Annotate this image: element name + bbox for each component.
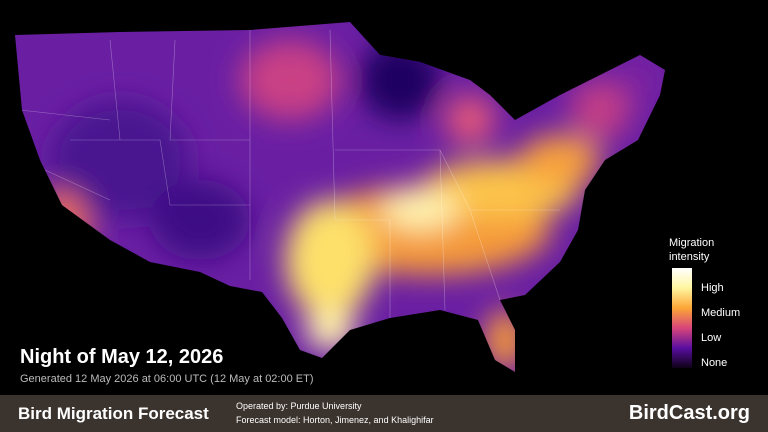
legend-title: Migration intensity xyxy=(669,237,715,263)
footer-site: BirdCast.org xyxy=(628,402,750,424)
legend-label: High xyxy=(701,282,724,294)
footer-operator: Operated by: Purdue University xyxy=(236,401,362,411)
legend-label: None xyxy=(701,357,728,369)
map xyxy=(15,22,692,372)
footer: Bird Migration Forecast Operated by: Pur… xyxy=(0,395,768,432)
title: Night of May 12, 2026 xyxy=(20,346,224,368)
footer-model: Forecast model: Horton, Jimenez, and Kha… xyxy=(236,415,434,425)
legend-label: Low xyxy=(701,332,722,344)
legend-label: Medium xyxy=(701,307,741,319)
colorbar xyxy=(672,268,692,368)
footer-name: Bird Migration Forecast xyxy=(18,404,209,423)
generated-note: Generated 12 May 2026 at 06:00 UTC (12 M… xyxy=(20,373,314,385)
intensity-field xyxy=(15,22,665,372)
